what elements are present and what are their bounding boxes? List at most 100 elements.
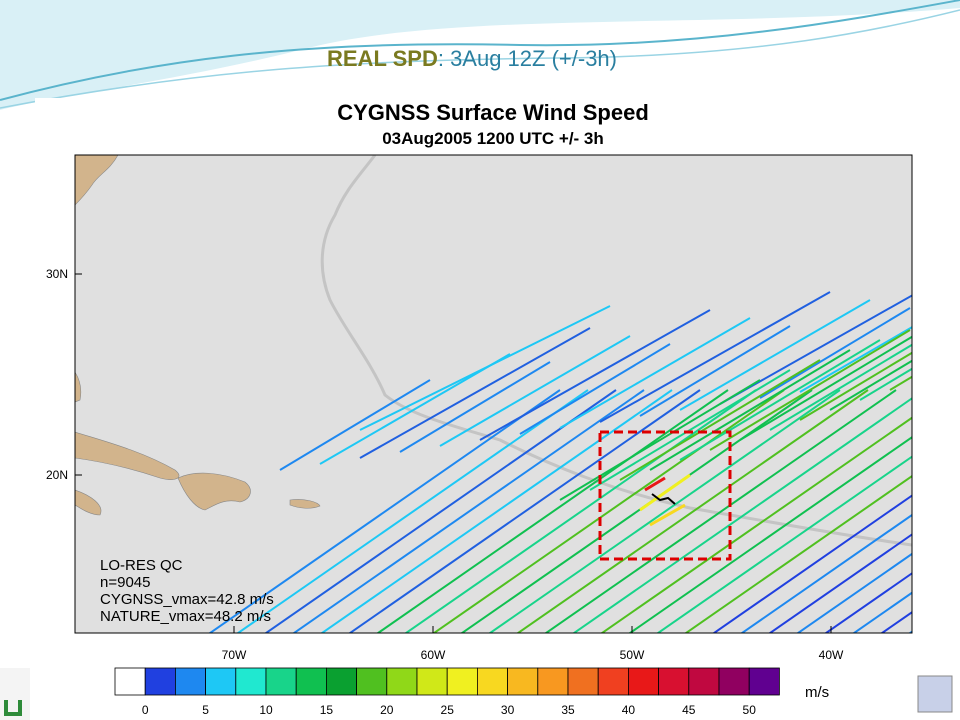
colorbar-label: 35 — [561, 703, 575, 717]
swath — [768, 533, 912, 633]
plot-title: CYGNSS Surface Wind Speed — [337, 100, 649, 125]
swath — [559, 379, 761, 501]
land — [75, 489, 102, 516]
swath — [684, 474, 912, 633]
swath — [649, 503, 686, 527]
lon-label: 50W — [620, 648, 645, 662]
swath — [644, 476, 666, 492]
swath — [479, 309, 711, 441]
swath — [439, 335, 631, 447]
colorbar-label: 15 — [320, 703, 334, 717]
swath — [799, 351, 912, 421]
ocean — [75, 155, 912, 633]
swath — [359, 305, 611, 431]
swath — [376, 389, 729, 633]
swath — [320, 389, 673, 633]
swath — [639, 325, 791, 417]
logo-u — [4, 700, 22, 716]
swath — [799, 326, 912, 393]
swath — [399, 361, 551, 453]
swath — [656, 455, 912, 633]
annotation: n=9045 — [100, 574, 150, 591]
colorbar-label: 40 — [622, 703, 636, 717]
swath — [824, 572, 912, 633]
colorbar-label: 50 — [743, 703, 757, 717]
slide-title: REAL SPD: 3Aug 12Z (+/-3h) — [327, 46, 617, 71]
swath — [739, 335, 912, 441]
colorbar-label: 45 — [682, 703, 696, 717]
swath — [796, 552, 912, 633]
header-wave — [0, 0, 960, 110]
colorbar-units: m/s — [805, 684, 829, 701]
colorbar-swatch — [325, 667, 357, 696]
colorbar-swatch — [567, 667, 599, 696]
lon-label: 60W — [421, 648, 446, 662]
swath — [859, 367, 912, 401]
swath — [639, 473, 691, 512]
swath — [516, 389, 869, 633]
swath — [649, 349, 851, 471]
colorbar-swatch — [658, 667, 690, 696]
header-wave-line — [0, 9, 960, 109]
swath — [852, 591, 912, 633]
map-frame — [74, 154, 913, 634]
colorbar-label: 20 — [380, 703, 394, 717]
colorbar-swatch — [688, 667, 720, 696]
annotation: NATURE_vmax=48.2 m/s — [100, 608, 271, 625]
colorbar-swatch — [174, 667, 206, 696]
highlight-box — [598, 430, 732, 561]
land — [75, 155, 119, 206]
swath — [432, 389, 785, 633]
swath — [348, 389, 701, 633]
storm-center — [651, 493, 676, 505]
swath — [279, 379, 431, 471]
swath — [208, 389, 561, 633]
colorbar-swatch — [748, 667, 780, 696]
colorbar-swatch — [476, 667, 508, 696]
colorbar-swatch — [144, 667, 176, 696]
plot-subtitle: 03Aug2005 1200 UTC +/- 3h — [382, 129, 604, 148]
swath — [679, 339, 881, 461]
land — [289, 499, 321, 509]
slide-title-rest: : 3Aug 12Z (+/-3h) — [438, 46, 617, 71]
swath — [628, 436, 912, 633]
storm-track — [320, 155, 912, 547]
swath — [829, 359, 912, 411]
swath — [709, 329, 911, 451]
lat-label: 20N — [46, 468, 68, 482]
swath — [488, 389, 841, 633]
header-wave-line — [0, 0, 960, 101]
swath — [740, 513, 912, 633]
swath — [712, 494, 912, 633]
colorbar-swatch — [416, 667, 448, 696]
colorbar-swatch — [235, 667, 267, 696]
colorbar-swatch — [507, 667, 539, 696]
colorbar-label: 0 — [142, 703, 149, 717]
colorbar-swatch — [446, 667, 478, 696]
swath — [619, 359, 821, 481]
land — [75, 431, 180, 480]
colorbar-label: 10 — [259, 703, 273, 717]
swath — [599, 291, 831, 423]
swath — [519, 343, 671, 435]
swath — [292, 389, 645, 633]
colorbar-label: 30 — [501, 703, 515, 717]
colorbar-swatch — [295, 667, 327, 696]
axis-ticks: 30N 20N 70W 60W 50W 40W LO-RES QCn=9045CYGNSS_… — [46, 267, 844, 662]
annotation: LO-RES QC — [100, 557, 183, 574]
logo-right — [917, 675, 953, 713]
swath — [404, 389, 757, 633]
colorbar-label: 25 — [441, 703, 455, 717]
swath — [559, 317, 751, 429]
land — [75, 371, 82, 403]
swath — [759, 307, 911, 399]
swath — [679, 299, 871, 411]
swath — [589, 369, 791, 491]
swath — [769, 343, 912, 431]
map — [75, 155, 912, 633]
swath — [544, 389, 897, 633]
colorbar-swatch — [386, 667, 418, 696]
colorbar-label: 5 — [202, 703, 209, 717]
land — [177, 472, 251, 511]
colorbar-swatch — [537, 667, 569, 696]
